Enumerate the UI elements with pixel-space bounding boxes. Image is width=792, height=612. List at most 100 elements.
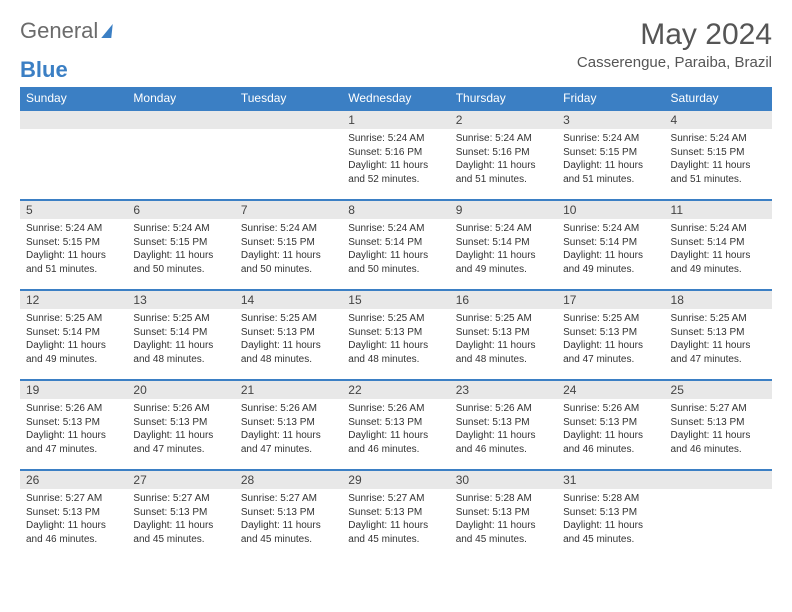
logo: General (20, 18, 114, 44)
day-body: Sunrise: 5:24 AMSunset: 5:14 PMDaylight:… (665, 219, 772, 280)
day-cell: 4Sunrise: 5:24 AMSunset: 5:15 PMDaylight… (665, 110, 772, 200)
weekday-header: Friday (557, 87, 664, 110)
day-number: 26 (20, 471, 127, 489)
day-body: Sunrise: 5:25 AMSunset: 5:13 PMDaylight:… (665, 309, 772, 370)
weekday-header: Sunday (20, 87, 127, 110)
day-body: Sunrise: 5:24 AMSunset: 5:15 PMDaylight:… (665, 129, 772, 190)
day-body: Sunrise: 5:24 AMSunset: 5:14 PMDaylight:… (342, 219, 449, 280)
weekday-header-row: SundayMondayTuesdayWednesdayThursdayFrid… (20, 87, 772, 110)
day-body: Sunrise: 5:24 AMSunset: 5:14 PMDaylight:… (450, 219, 557, 280)
day-cell: 13Sunrise: 5:25 AMSunset: 5:14 PMDayligh… (127, 290, 234, 380)
week-row: 19Sunrise: 5:26 AMSunset: 5:13 PMDayligh… (20, 380, 772, 470)
day-body: Sunrise: 5:27 AMSunset: 5:13 PMDaylight:… (342, 489, 449, 550)
day-number: 2 (450, 111, 557, 129)
weekday-header: Monday (127, 87, 234, 110)
day-cell: 10Sunrise: 5:24 AMSunset: 5:14 PMDayligh… (557, 200, 664, 290)
day-cell: 5Sunrise: 5:24 AMSunset: 5:15 PMDaylight… (20, 200, 127, 290)
week-row: 1Sunrise: 5:24 AMSunset: 5:16 PMDaylight… (20, 110, 772, 200)
day-number: 6 (127, 201, 234, 219)
empty-day-num (20, 111, 127, 129)
day-cell (127, 110, 234, 200)
day-cell: 20Sunrise: 5:26 AMSunset: 5:13 PMDayligh… (127, 380, 234, 470)
day-cell: 23Sunrise: 5:26 AMSunset: 5:13 PMDayligh… (450, 380, 557, 470)
day-cell: 31Sunrise: 5:28 AMSunset: 5:13 PMDayligh… (557, 470, 664, 560)
day-body: Sunrise: 5:25 AMSunset: 5:14 PMDaylight:… (127, 309, 234, 370)
day-number: 8 (342, 201, 449, 219)
day-number: 21 (235, 381, 342, 399)
day-cell: 30Sunrise: 5:28 AMSunset: 5:13 PMDayligh… (450, 470, 557, 560)
day-number: 17 (557, 291, 664, 309)
day-number: 25 (665, 381, 772, 399)
day-cell: 16Sunrise: 5:25 AMSunset: 5:13 PMDayligh… (450, 290, 557, 380)
day-body: Sunrise: 5:25 AMSunset: 5:13 PMDaylight:… (450, 309, 557, 370)
day-number: 1 (342, 111, 449, 129)
day-cell: 26Sunrise: 5:27 AMSunset: 5:13 PMDayligh… (20, 470, 127, 560)
day-number: 30 (450, 471, 557, 489)
day-number: 5 (20, 201, 127, 219)
day-number: 29 (342, 471, 449, 489)
day-cell: 12Sunrise: 5:25 AMSunset: 5:14 PMDayligh… (20, 290, 127, 380)
day-cell: 14Sunrise: 5:25 AMSunset: 5:13 PMDayligh… (235, 290, 342, 380)
day-body: Sunrise: 5:26 AMSunset: 5:13 PMDaylight:… (450, 399, 557, 460)
day-cell: 15Sunrise: 5:25 AMSunset: 5:13 PMDayligh… (342, 290, 449, 380)
day-number: 14 (235, 291, 342, 309)
day-cell: 1Sunrise: 5:24 AMSunset: 5:16 PMDaylight… (342, 110, 449, 200)
day-number: 7 (235, 201, 342, 219)
weekday-header: Wednesday (342, 87, 449, 110)
day-body: Sunrise: 5:24 AMSunset: 5:15 PMDaylight:… (557, 129, 664, 190)
day-cell: 11Sunrise: 5:24 AMSunset: 5:14 PMDayligh… (665, 200, 772, 290)
day-number: 18 (665, 291, 772, 309)
day-number: 28 (235, 471, 342, 489)
day-body: Sunrise: 5:27 AMSunset: 5:13 PMDaylight:… (235, 489, 342, 550)
weekday-header: Thursday (450, 87, 557, 110)
calendar-table: SundayMondayTuesdayWednesdayThursdayFrid… (20, 87, 772, 560)
day-number: 20 (127, 381, 234, 399)
day-number: 16 (450, 291, 557, 309)
day-number: 23 (450, 381, 557, 399)
day-body: Sunrise: 5:24 AMSunset: 5:16 PMDaylight:… (450, 129, 557, 190)
day-body: Sunrise: 5:28 AMSunset: 5:13 PMDaylight:… (557, 489, 664, 550)
logo-triangle-icon (102, 24, 113, 38)
day-body: Sunrise: 5:24 AMSunset: 5:15 PMDaylight:… (235, 219, 342, 280)
weekday-header: Tuesday (235, 87, 342, 110)
day-body: Sunrise: 5:25 AMSunset: 5:13 PMDaylight:… (342, 309, 449, 370)
weekday-header: Saturday (665, 87, 772, 110)
logo-line2: Blue (20, 57, 772, 83)
logo-text-2: Blue (20, 57, 68, 82)
day-cell: 3Sunrise: 5:24 AMSunset: 5:15 PMDaylight… (557, 110, 664, 200)
day-body: Sunrise: 5:24 AMSunset: 5:15 PMDaylight:… (20, 219, 127, 280)
day-body: Sunrise: 5:28 AMSunset: 5:13 PMDaylight:… (450, 489, 557, 550)
day-body: Sunrise: 5:27 AMSunset: 5:13 PMDaylight:… (127, 489, 234, 550)
day-cell: 21Sunrise: 5:26 AMSunset: 5:13 PMDayligh… (235, 380, 342, 470)
day-cell: 19Sunrise: 5:26 AMSunset: 5:13 PMDayligh… (20, 380, 127, 470)
day-number: 12 (20, 291, 127, 309)
day-body: Sunrise: 5:25 AMSunset: 5:13 PMDaylight:… (557, 309, 664, 370)
day-number: 24 (557, 381, 664, 399)
day-number: 4 (665, 111, 772, 129)
week-row: 26Sunrise: 5:27 AMSunset: 5:13 PMDayligh… (20, 470, 772, 560)
day-number: 11 (665, 201, 772, 219)
day-number: 27 (127, 471, 234, 489)
day-number: 13 (127, 291, 234, 309)
day-cell: 17Sunrise: 5:25 AMSunset: 5:13 PMDayligh… (557, 290, 664, 380)
day-cell: 18Sunrise: 5:25 AMSunset: 5:13 PMDayligh… (665, 290, 772, 380)
day-number: 22 (342, 381, 449, 399)
day-cell: 24Sunrise: 5:26 AMSunset: 5:13 PMDayligh… (557, 380, 664, 470)
day-number: 9 (450, 201, 557, 219)
empty-day-num (127, 111, 234, 129)
day-body: Sunrise: 5:24 AMSunset: 5:15 PMDaylight:… (127, 219, 234, 280)
day-body: Sunrise: 5:25 AMSunset: 5:13 PMDaylight:… (235, 309, 342, 370)
day-cell: 22Sunrise: 5:26 AMSunset: 5:13 PMDayligh… (342, 380, 449, 470)
day-cell (20, 110, 127, 200)
day-body: Sunrise: 5:24 AMSunset: 5:16 PMDaylight:… (342, 129, 449, 190)
day-cell: 8Sunrise: 5:24 AMSunset: 5:14 PMDaylight… (342, 200, 449, 290)
day-number: 19 (20, 381, 127, 399)
day-body: Sunrise: 5:27 AMSunset: 5:13 PMDaylight:… (20, 489, 127, 550)
day-number: 3 (557, 111, 664, 129)
day-cell: 28Sunrise: 5:27 AMSunset: 5:13 PMDayligh… (235, 470, 342, 560)
day-cell: 2Sunrise: 5:24 AMSunset: 5:16 PMDaylight… (450, 110, 557, 200)
day-body: Sunrise: 5:26 AMSunset: 5:13 PMDaylight:… (235, 399, 342, 460)
day-body: Sunrise: 5:26 AMSunset: 5:13 PMDaylight:… (20, 399, 127, 460)
day-cell: 27Sunrise: 5:27 AMSunset: 5:13 PMDayligh… (127, 470, 234, 560)
day-body: Sunrise: 5:24 AMSunset: 5:14 PMDaylight:… (557, 219, 664, 280)
